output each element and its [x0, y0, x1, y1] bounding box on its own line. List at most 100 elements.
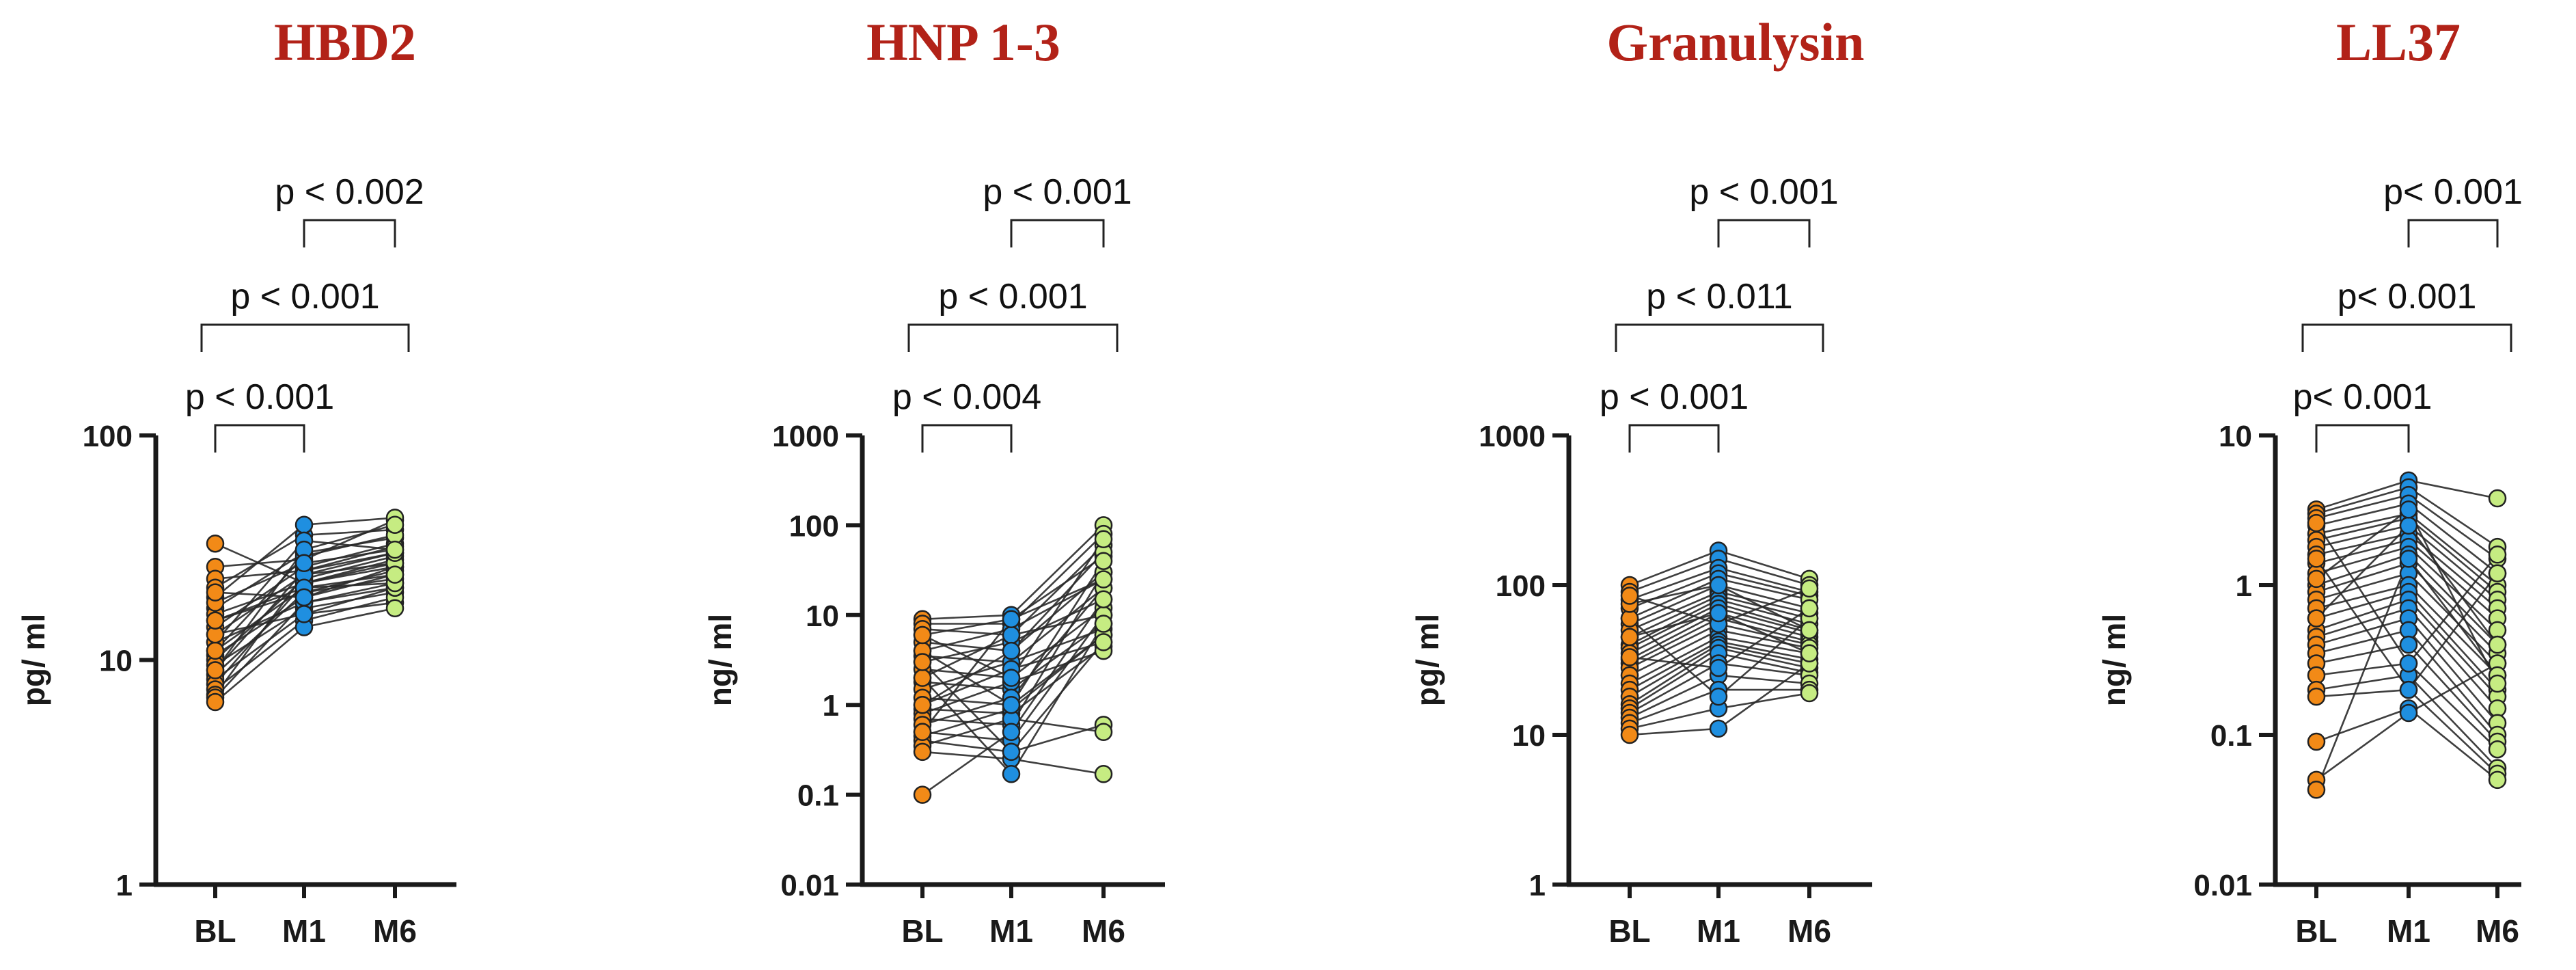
- data-point-bl: [913, 653, 932, 671]
- data-point-m6: [2488, 635, 2507, 654]
- data-point-m1: [1709, 658, 1728, 677]
- y-tick-label: 100: [1496, 569, 1546, 603]
- data-point-m6: [2488, 674, 2507, 693]
- p-value-label: p < 0.001: [938, 277, 1087, 316]
- y-tick-label: 0.01: [2193, 869, 2252, 902]
- data-point-m1: [1002, 742, 1021, 762]
- p-value-label: p< 0.001: [2383, 172, 2523, 212]
- x-category-label-bl: BL: [2295, 913, 2337, 949]
- data-point-m1: [294, 515, 314, 534]
- y-tick-label: 1: [2236, 569, 2252, 603]
- data-point-m6: [1800, 621, 1819, 640]
- significance-bracket: [214, 424, 305, 453]
- data-point-m1: [1002, 641, 1021, 660]
- data-point-m1: [1002, 695, 1021, 714]
- data-point-m6: [1094, 765, 1113, 783]
- data-points: [1620, 541, 1819, 744]
- panel-hnp-1-3: HNP 1-3 ng/ ml 0.01 0.1 1 10 100 1000 BL M1 M6 p < …: [702, 12, 1165, 949]
- data-point-m6: [2488, 545, 2507, 564]
- data-point-m1: [1002, 765, 1021, 783]
- data-point-m6: [2488, 489, 2507, 508]
- data-point-bl: [206, 534, 225, 553]
- significance-bracket: [2301, 323, 2512, 352]
- data-point-bl: [206, 611, 225, 630]
- y-tick-label: 100: [789, 509, 839, 543]
- significance-bracket: [2407, 219, 2499, 247]
- data-point-bl: [206, 661, 225, 679]
- data-point-m6: [385, 599, 405, 618]
- p-value-label: p < 0.001: [185, 377, 334, 417]
- p-value-label: p < 0.002: [275, 172, 424, 212]
- y-tick-label: 1: [823, 689, 839, 723]
- significance-bracket: [303, 219, 396, 247]
- data-point-bl: [206, 583, 225, 602]
- data-points: [2307, 471, 2507, 799]
- data-point-bl: [206, 641, 225, 660]
- x-category-label-bl: BL: [1608, 913, 1650, 949]
- panel-title: HBD2: [274, 12, 416, 72]
- data-point-m6: [1800, 644, 1819, 663]
- panel-ll37: LL37 ng/ ml 0.01 0.1 1 10 BL M1 M6 p< 0.001 p< 0.0…: [2096, 12, 2523, 949]
- y-tick-label: 1000: [772, 420, 839, 453]
- panel-title: LL37: [2336, 12, 2461, 72]
- p-value-label: p < 0.001: [983, 172, 1132, 212]
- y-tick-label: 10: [2219, 420, 2252, 453]
- p-value-label: p < 0.004: [892, 377, 1041, 417]
- panel-hbd2: HBD2 pg/ ml 1 10 100 BL M1 M6 p < 0.001 p < 0.001…: [16, 12, 456, 949]
- data-point-m1: [1002, 669, 1021, 687]
- data-point-m6: [1094, 552, 1113, 570]
- p-value-label: p < 0.001: [230, 277, 379, 316]
- data-point-m1: [2399, 516, 2418, 535]
- significance-bracket: [1717, 219, 1811, 247]
- significance-bracket: [921, 424, 1013, 453]
- x-category-label-bl: BL: [901, 913, 943, 949]
- data-point-bl: [2307, 569, 2326, 589]
- x-category-label-bl: BL: [194, 913, 236, 949]
- y-axis-label: ng/ ml: [702, 614, 738, 706]
- data-point-m1: [2399, 680, 2418, 699]
- x-category-label-m1: M1: [1697, 913, 1740, 949]
- data-point-bl: [2307, 550, 2326, 568]
- y-tick-label: 1: [116, 869, 133, 902]
- data-point-m6: [2488, 564, 2507, 582]
- data-point-m1: [2399, 500, 2418, 519]
- significance-bracket: [1615, 323, 1824, 352]
- x-category-label-m1: M1: [989, 913, 1033, 949]
- y-tick-label: 0.1: [2210, 719, 2252, 753]
- data-point-m6: [1800, 579, 1819, 598]
- y-axis-label: pg/ ml: [16, 614, 51, 706]
- p-value-label: p< 0.001: [2338, 277, 2477, 316]
- data-points: [206, 509, 405, 712]
- data-point-m6: [385, 565, 405, 584]
- data-point-bl: [913, 723, 932, 742]
- x-category-label-m6: M6: [1082, 913, 1125, 949]
- data-point-bl: [2307, 609, 2326, 628]
- data-point-m6: [385, 540, 405, 559]
- data-point-bl: [1620, 628, 1639, 647]
- data-point-m6: [1094, 530, 1113, 549]
- data-point-m1: [2399, 703, 2418, 723]
- y-tick-label: 1: [1529, 869, 1546, 902]
- data-point-bl: [2307, 781, 2326, 799]
- y-tick-label: 10: [1512, 719, 1546, 753]
- data-point-m1: [1002, 610, 1021, 629]
- data-point-bl: [2307, 732, 2326, 751]
- data-point-m6: [1800, 599, 1819, 618]
- data-point-m6: [1094, 570, 1113, 589]
- x-category-label-m6: M6: [1787, 913, 1831, 949]
- panel-title: HNP 1-3: [866, 12, 1060, 72]
- data-point-m1: [2399, 654, 2418, 673]
- y-axis-label: ng/ ml: [2096, 614, 2132, 706]
- p-value-label: p< 0.001: [2293, 377, 2433, 417]
- data-point-bl: [913, 625, 932, 645]
- data-point-m1: [2399, 635, 2418, 654]
- panel-title: Granulysin: [1606, 12, 1864, 72]
- y-tick-label: 0.1: [797, 779, 839, 813]
- data-point-m1: [1002, 625, 1021, 645]
- data-point-m6: [1094, 633, 1113, 651]
- data-point-m1: [2399, 550, 2418, 568]
- y-tick-label: 0.01: [780, 869, 839, 902]
- significance-bracket: [1010, 219, 1105, 247]
- x-category-label-m1: M1: [282, 913, 326, 949]
